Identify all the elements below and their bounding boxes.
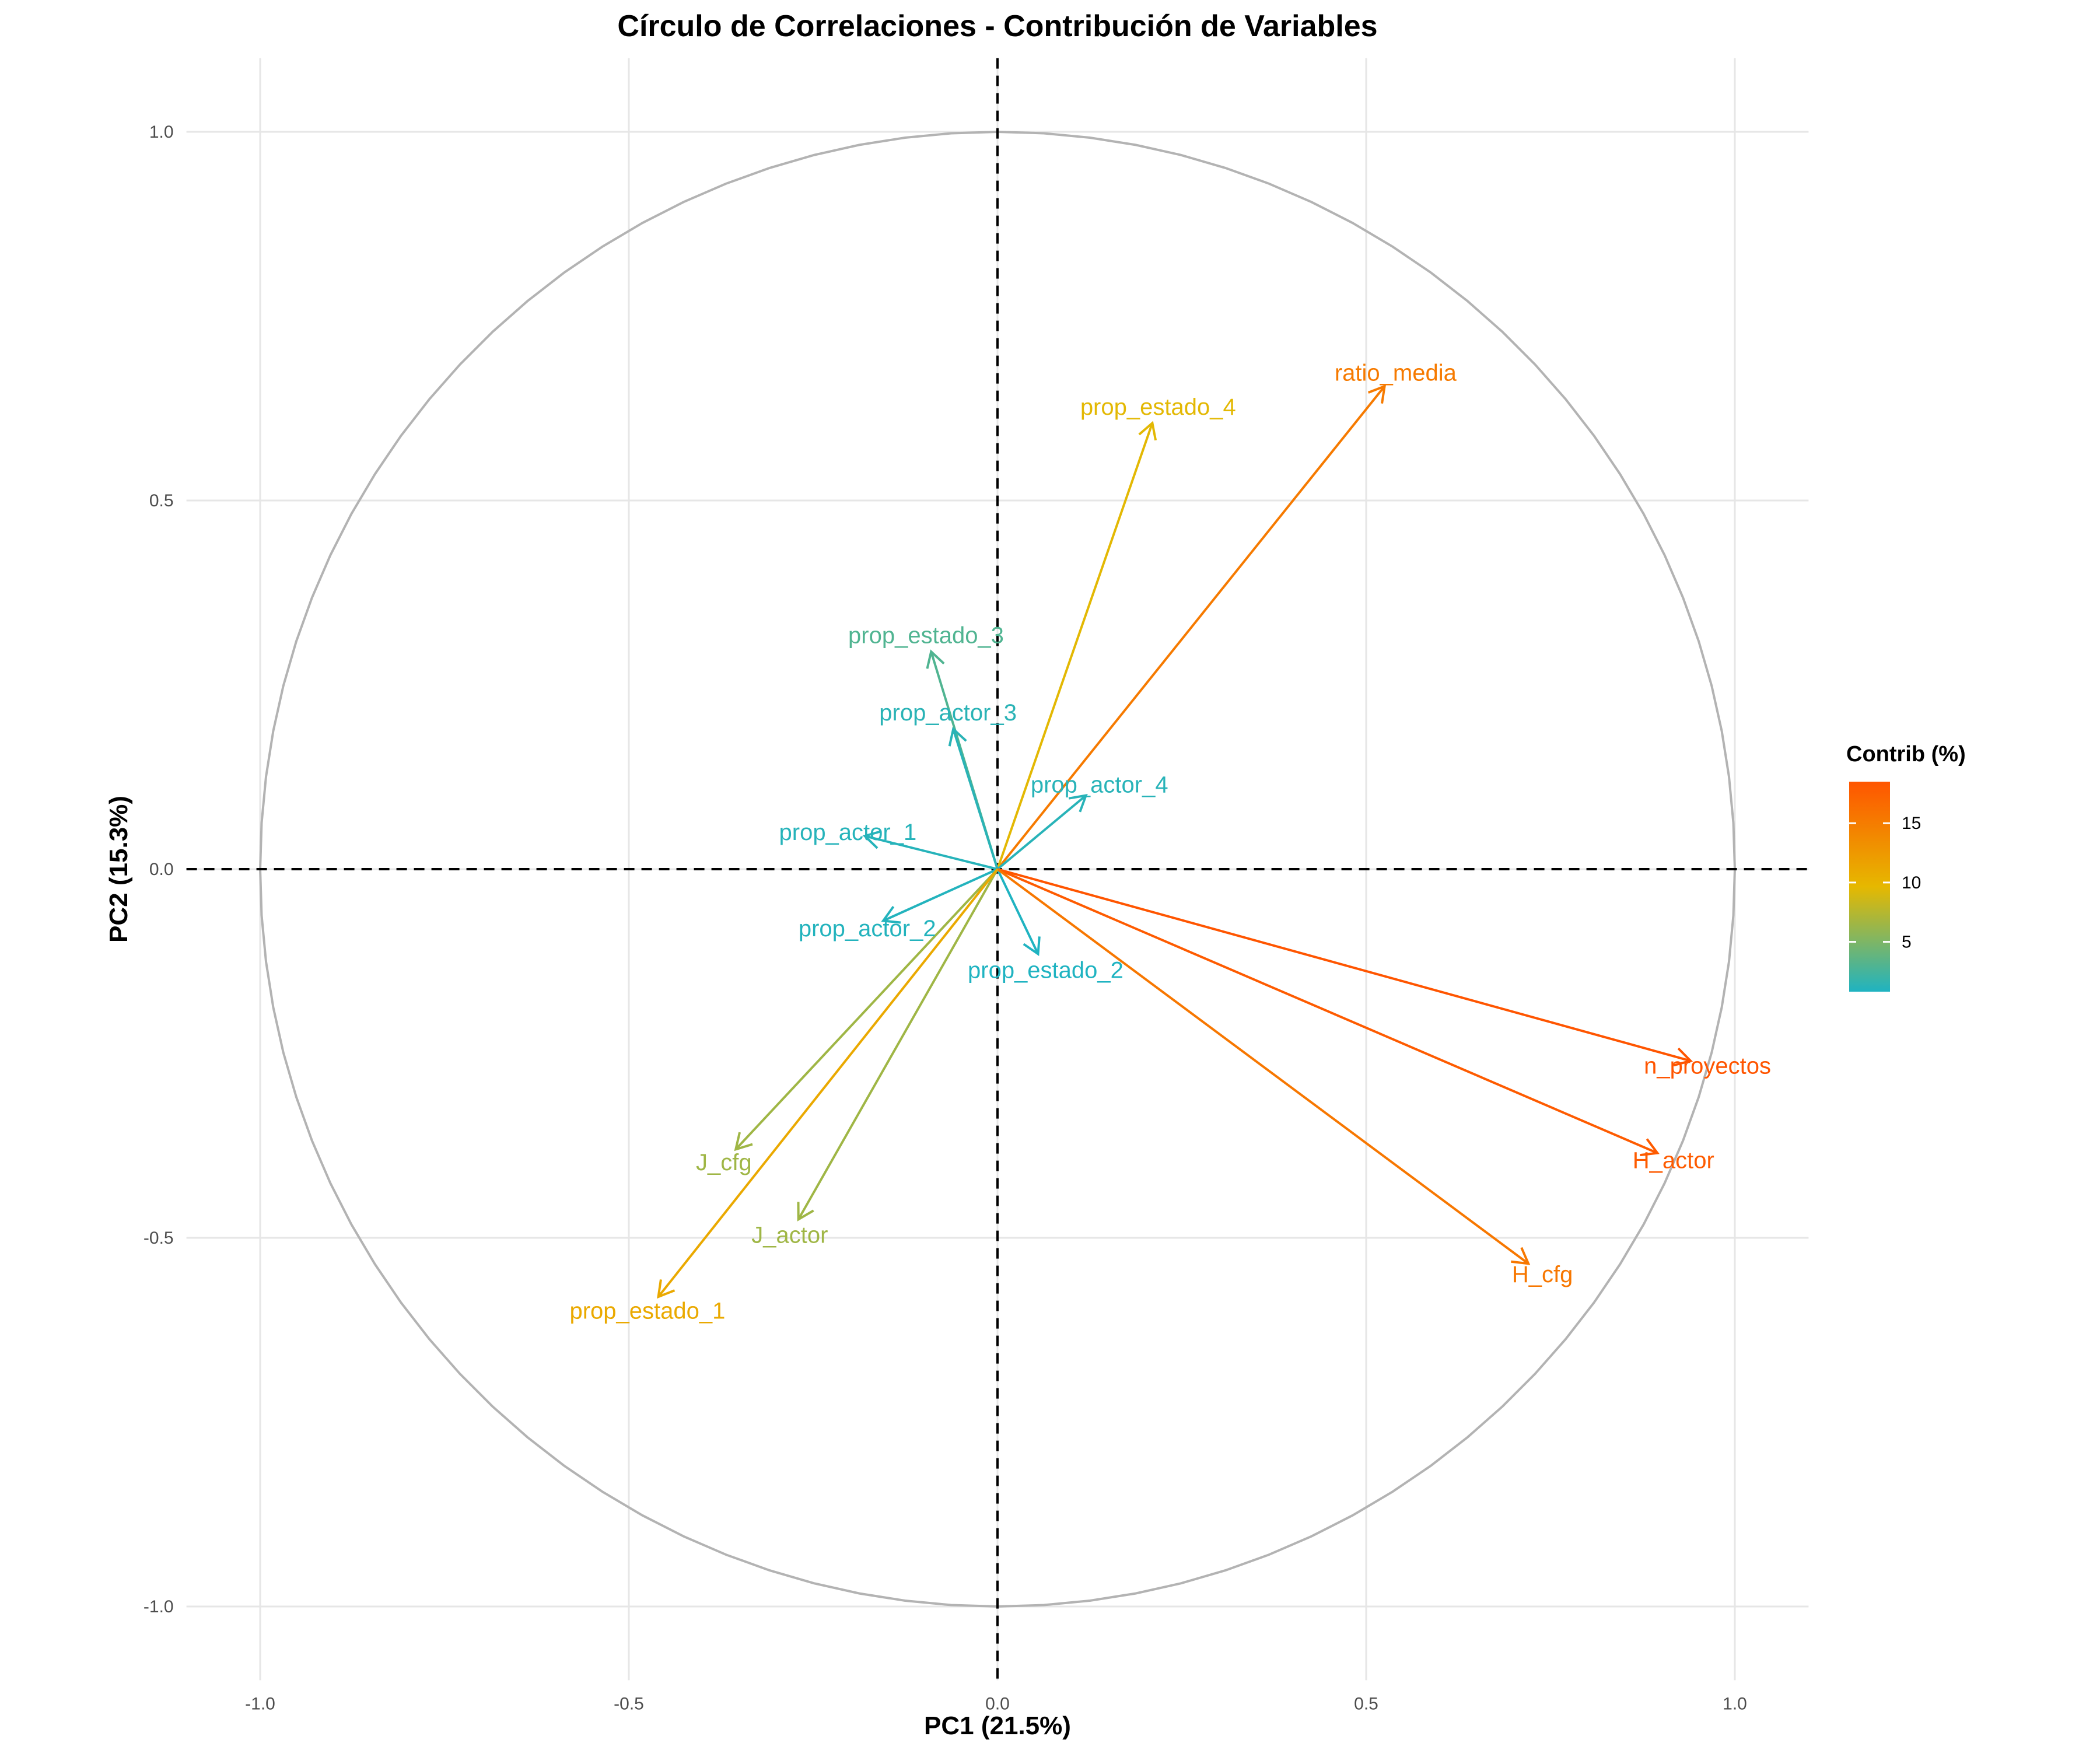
arrow-prop_estado_2 [996,869,1041,956]
arrow-head-prop_actor_4 [1068,794,1088,813]
arrow-J_actor [797,869,999,1222]
legend-colorbar [1849,782,1890,992]
arrow-head-J_actor [797,1202,814,1222]
y-tick-label: 0.0 [149,860,174,879]
arrow-prop_estado_4 [996,421,1157,870]
label-prop_actor_3: prop_actor_3 [879,700,1017,726]
arrow-head-H_actor [1640,1138,1660,1157]
arrow-shaft-H_actor [997,868,1658,1154]
label-n_proyectos: n_proyectos [1644,1054,1771,1079]
axis-ticks: -1.0 -0.5 0.0 0.5 1.0 -1.0 -0.5 0.0 0.5 1.0 [144,123,1747,1713]
label-J_actor: J_actor [751,1222,828,1248]
label-prop_estado_4: prop_estado_4 [1080,394,1236,420]
arrow-prop_actor_4 [996,794,1088,870]
arrow-H_cfg [996,868,1531,1265]
x-tick-label: 1.0 [1723,1694,1747,1713]
arrow-prop_estado_1 [657,868,999,1299]
y-tick-label: 0.5 [149,491,174,510]
label-H_cfg: H_cfg [1512,1262,1573,1287]
arrow-shaft-J_cfg [734,868,999,1150]
arrow-shaft-prop_actor_2 [883,868,998,922]
legend-title: Contrib (%) [1846,742,1966,766]
y-tick-label: 1.0 [149,123,174,142]
arrow-shaft-J_actor [797,869,999,1220]
variable-arrows [657,384,1693,1299]
legend-tick-label: 10 [1902,873,1921,892]
label-H_actor: H_actor [1633,1147,1714,1173]
arrow-prop_actor_1 [862,830,998,870]
arrow-ratio_media [996,384,1387,870]
legend-tick-label: 5 [1902,933,1912,952]
arrow-head-prop_estado_2 [1023,936,1041,956]
variable-labels: ratio_media prop_estado_4 prop_estado_3pro… [569,360,1771,1324]
arrow-head-prop_estado_1 [657,1279,676,1299]
legend-tick-label: 15 [1902,814,1921,833]
label-prop_estado_3: prop_estado_3 [848,622,1004,648]
arrow-head-prop_actor_3 [948,727,967,747]
arrow-head-J_cfg [734,1132,753,1152]
x-tick-label: 0.0 [985,1694,1010,1713]
arrow-n_proyectos [997,868,1693,1067]
arrow-shaft-prop_actor_3 [952,729,999,870]
label-prop_actor_2: prop_actor_2 [799,916,936,942]
arrow-J_cfg [734,868,999,1152]
arrow-shaft-prop_estado_2 [996,869,1040,955]
label-prop_estado_1: prop_estado_1 [569,1298,725,1324]
label-J_cfg: J_cfg [696,1150,752,1175]
arrow-head-prop_estado_4 [1138,421,1157,441]
arrow-head-prop_estado_3 [926,649,945,669]
legend: Contrib (%) 5 10 15 [1846,742,1966,992]
arrow-shaft-ratio_media [996,385,1386,870]
legend-ticks: 5 10 15 [1849,814,1921,952]
x-axis-title: PC1 (21.5%) [924,1712,1071,1740]
arrow-prop_actor_2 [881,868,998,924]
arrow-shaft-H_cfg [996,868,1530,1265]
label-prop_estado_2: prop_estado_2 [968,957,1124,983]
arrow-shaft-n_proyectos [997,868,1691,1062]
arrow-shaft-prop_estado_4 [996,422,1154,870]
x-tick-label: 0.5 [1354,1694,1378,1713]
arrow-head-prop_actor_2 [881,905,901,924]
arrow-head-H_cfg [1511,1247,1531,1265]
arrow-head-ratio_media [1367,384,1387,404]
label-ratio_media: ratio_media [1335,360,1457,386]
y-tick-label: -0.5 [144,1228,174,1248]
arrow-shaft-prop_estado_1 [657,868,999,1298]
x-tick-label: -0.5 [614,1694,644,1713]
x-tick-label: -1.0 [245,1694,275,1713]
arrow-shaft-prop_actor_1 [864,835,998,870]
label-prop_actor_4: prop_actor_4 [1031,772,1168,797]
label-prop_actor_1: prop_actor_1 [779,820,917,845]
arrow-shaft-prop_actor_4 [996,794,1087,870]
y-tick-label: -1.0 [144,1597,174,1616]
y-axis-title: PC2 (15.3%) [104,796,133,943]
arrow-head-prop_actor_1 [862,830,882,849]
chart-title: Círculo de Correlaciones - Contribución … [617,9,1377,43]
arrow-prop_actor_3 [948,727,999,870]
arrow-head-n_proyectos [1673,1047,1693,1067]
arrow-H_actor [997,868,1660,1157]
